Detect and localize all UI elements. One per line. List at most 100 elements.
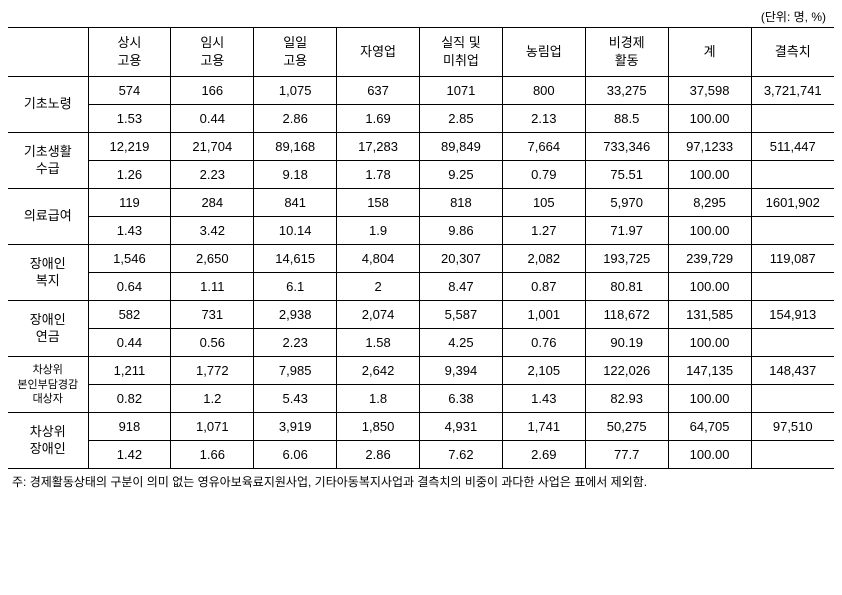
count-cell: 1,772 [171, 357, 254, 385]
pct-cell: 3.42 [171, 217, 254, 245]
pct-cell [751, 273, 834, 301]
count-cell: 511,447 [751, 133, 834, 161]
pct-cell: 100.00 [668, 105, 751, 133]
pct-cell: 1.42 [88, 441, 171, 469]
pct-cell: 2.86 [337, 441, 420, 469]
row-label: 장애인복지 [8, 245, 88, 301]
pct-cell: 1.26 [88, 161, 171, 189]
footnote: 주: 경제활동상태의 구분이 의미 없는 영유아보육료지원사업, 기타아동복지사… [8, 473, 834, 490]
count-cell: 12,219 [88, 133, 171, 161]
pct-cell: 2.23 [254, 329, 337, 357]
count-cell: 239,729 [668, 245, 751, 273]
pct-cell: 10.14 [254, 217, 337, 245]
pct-cell: 2.85 [420, 105, 503, 133]
data-table: 상시고용임시고용일일고용자영업실직 및미취업농림업비경제활동계결측치 기초노령5… [8, 27, 834, 469]
count-cell: 2,938 [254, 301, 337, 329]
pct-cell: 1.53 [88, 105, 171, 133]
count-cell: 1,211 [88, 357, 171, 385]
pct-cell [751, 217, 834, 245]
pct-cell: 80.81 [585, 273, 668, 301]
count-cell: 119 [88, 189, 171, 217]
pct-cell: 2.86 [254, 105, 337, 133]
pct-cell: 6.38 [420, 385, 503, 413]
count-cell: 841 [254, 189, 337, 217]
count-cell: 89,849 [420, 133, 503, 161]
count-cell: 2,082 [502, 245, 585, 273]
count-cell: 119,087 [751, 245, 834, 273]
count-cell: 154,913 [751, 301, 834, 329]
count-cell: 193,725 [585, 245, 668, 273]
count-cell: 284 [171, 189, 254, 217]
pct-cell: 1.8 [337, 385, 420, 413]
count-cell: 37,598 [668, 77, 751, 105]
pct-cell: 1.58 [337, 329, 420, 357]
count-cell: 89,168 [254, 133, 337, 161]
pct-cell: 0.44 [88, 329, 171, 357]
count-cell: 3,721,741 [751, 77, 834, 105]
pct-cell: 1.9 [337, 217, 420, 245]
count-cell: 1,741 [502, 413, 585, 441]
count-cell: 8,295 [668, 189, 751, 217]
count-cell: 158 [337, 189, 420, 217]
pct-cell: 77.7 [585, 441, 668, 469]
count-cell: 3,919 [254, 413, 337, 441]
count-cell: 14,615 [254, 245, 337, 273]
unit-label: (단위: 명, %) [8, 8, 834, 25]
count-cell: 2,074 [337, 301, 420, 329]
pct-cell: 2 [337, 273, 420, 301]
count-cell: 5,587 [420, 301, 503, 329]
count-cell: 97,1233 [668, 133, 751, 161]
pct-cell: 0.87 [502, 273, 585, 301]
row-label: 의료급여 [8, 189, 88, 245]
count-cell: 918 [88, 413, 171, 441]
pct-cell: 1.69 [337, 105, 420, 133]
pct-cell: 1.78 [337, 161, 420, 189]
pct-cell: 9.86 [420, 217, 503, 245]
count-cell: 105 [502, 189, 585, 217]
column-header: 일일고용 [254, 28, 337, 77]
count-cell: 50,275 [585, 413, 668, 441]
row-label: 차상위본인부담경감대상자 [8, 357, 88, 413]
count-cell: 731 [171, 301, 254, 329]
count-cell: 733,346 [585, 133, 668, 161]
column-header: 비경제활동 [585, 28, 668, 77]
pct-cell: 0.64 [88, 273, 171, 301]
count-cell: 9,394 [420, 357, 503, 385]
count-cell: 166 [171, 77, 254, 105]
column-header: 임시고용 [171, 28, 254, 77]
pct-cell [751, 161, 834, 189]
pct-cell [751, 105, 834, 133]
pct-cell: 82.93 [585, 385, 668, 413]
pct-cell: 1.27 [502, 217, 585, 245]
pct-cell: 6.06 [254, 441, 337, 469]
column-header: 실직 및미취업 [420, 28, 503, 77]
row-label: 기초생활수급 [8, 133, 88, 189]
count-cell: 818 [420, 189, 503, 217]
count-cell: 7,985 [254, 357, 337, 385]
count-cell: 574 [88, 77, 171, 105]
pct-cell: 2.23 [171, 161, 254, 189]
count-cell: 1,071 [171, 413, 254, 441]
pct-cell: 1.66 [171, 441, 254, 469]
pct-cell: 100.00 [668, 161, 751, 189]
count-cell: 2,105 [502, 357, 585, 385]
count-cell: 800 [502, 77, 585, 105]
pct-cell: 0.79 [502, 161, 585, 189]
pct-cell [751, 329, 834, 357]
count-cell: 118,672 [585, 301, 668, 329]
count-cell: 97,510 [751, 413, 834, 441]
count-cell: 7,664 [502, 133, 585, 161]
count-cell: 122,026 [585, 357, 668, 385]
pct-cell: 0.76 [502, 329, 585, 357]
row-label: 장애인연금 [8, 301, 88, 357]
pct-cell: 9.18 [254, 161, 337, 189]
count-cell: 17,283 [337, 133, 420, 161]
pct-cell: 75.51 [585, 161, 668, 189]
count-cell: 1601,902 [751, 189, 834, 217]
pct-cell: 90.19 [585, 329, 668, 357]
pct-cell: 88.5 [585, 105, 668, 133]
count-cell: 582 [88, 301, 171, 329]
count-cell: 637 [337, 77, 420, 105]
count-cell: 4,804 [337, 245, 420, 273]
count-cell: 4,931 [420, 413, 503, 441]
